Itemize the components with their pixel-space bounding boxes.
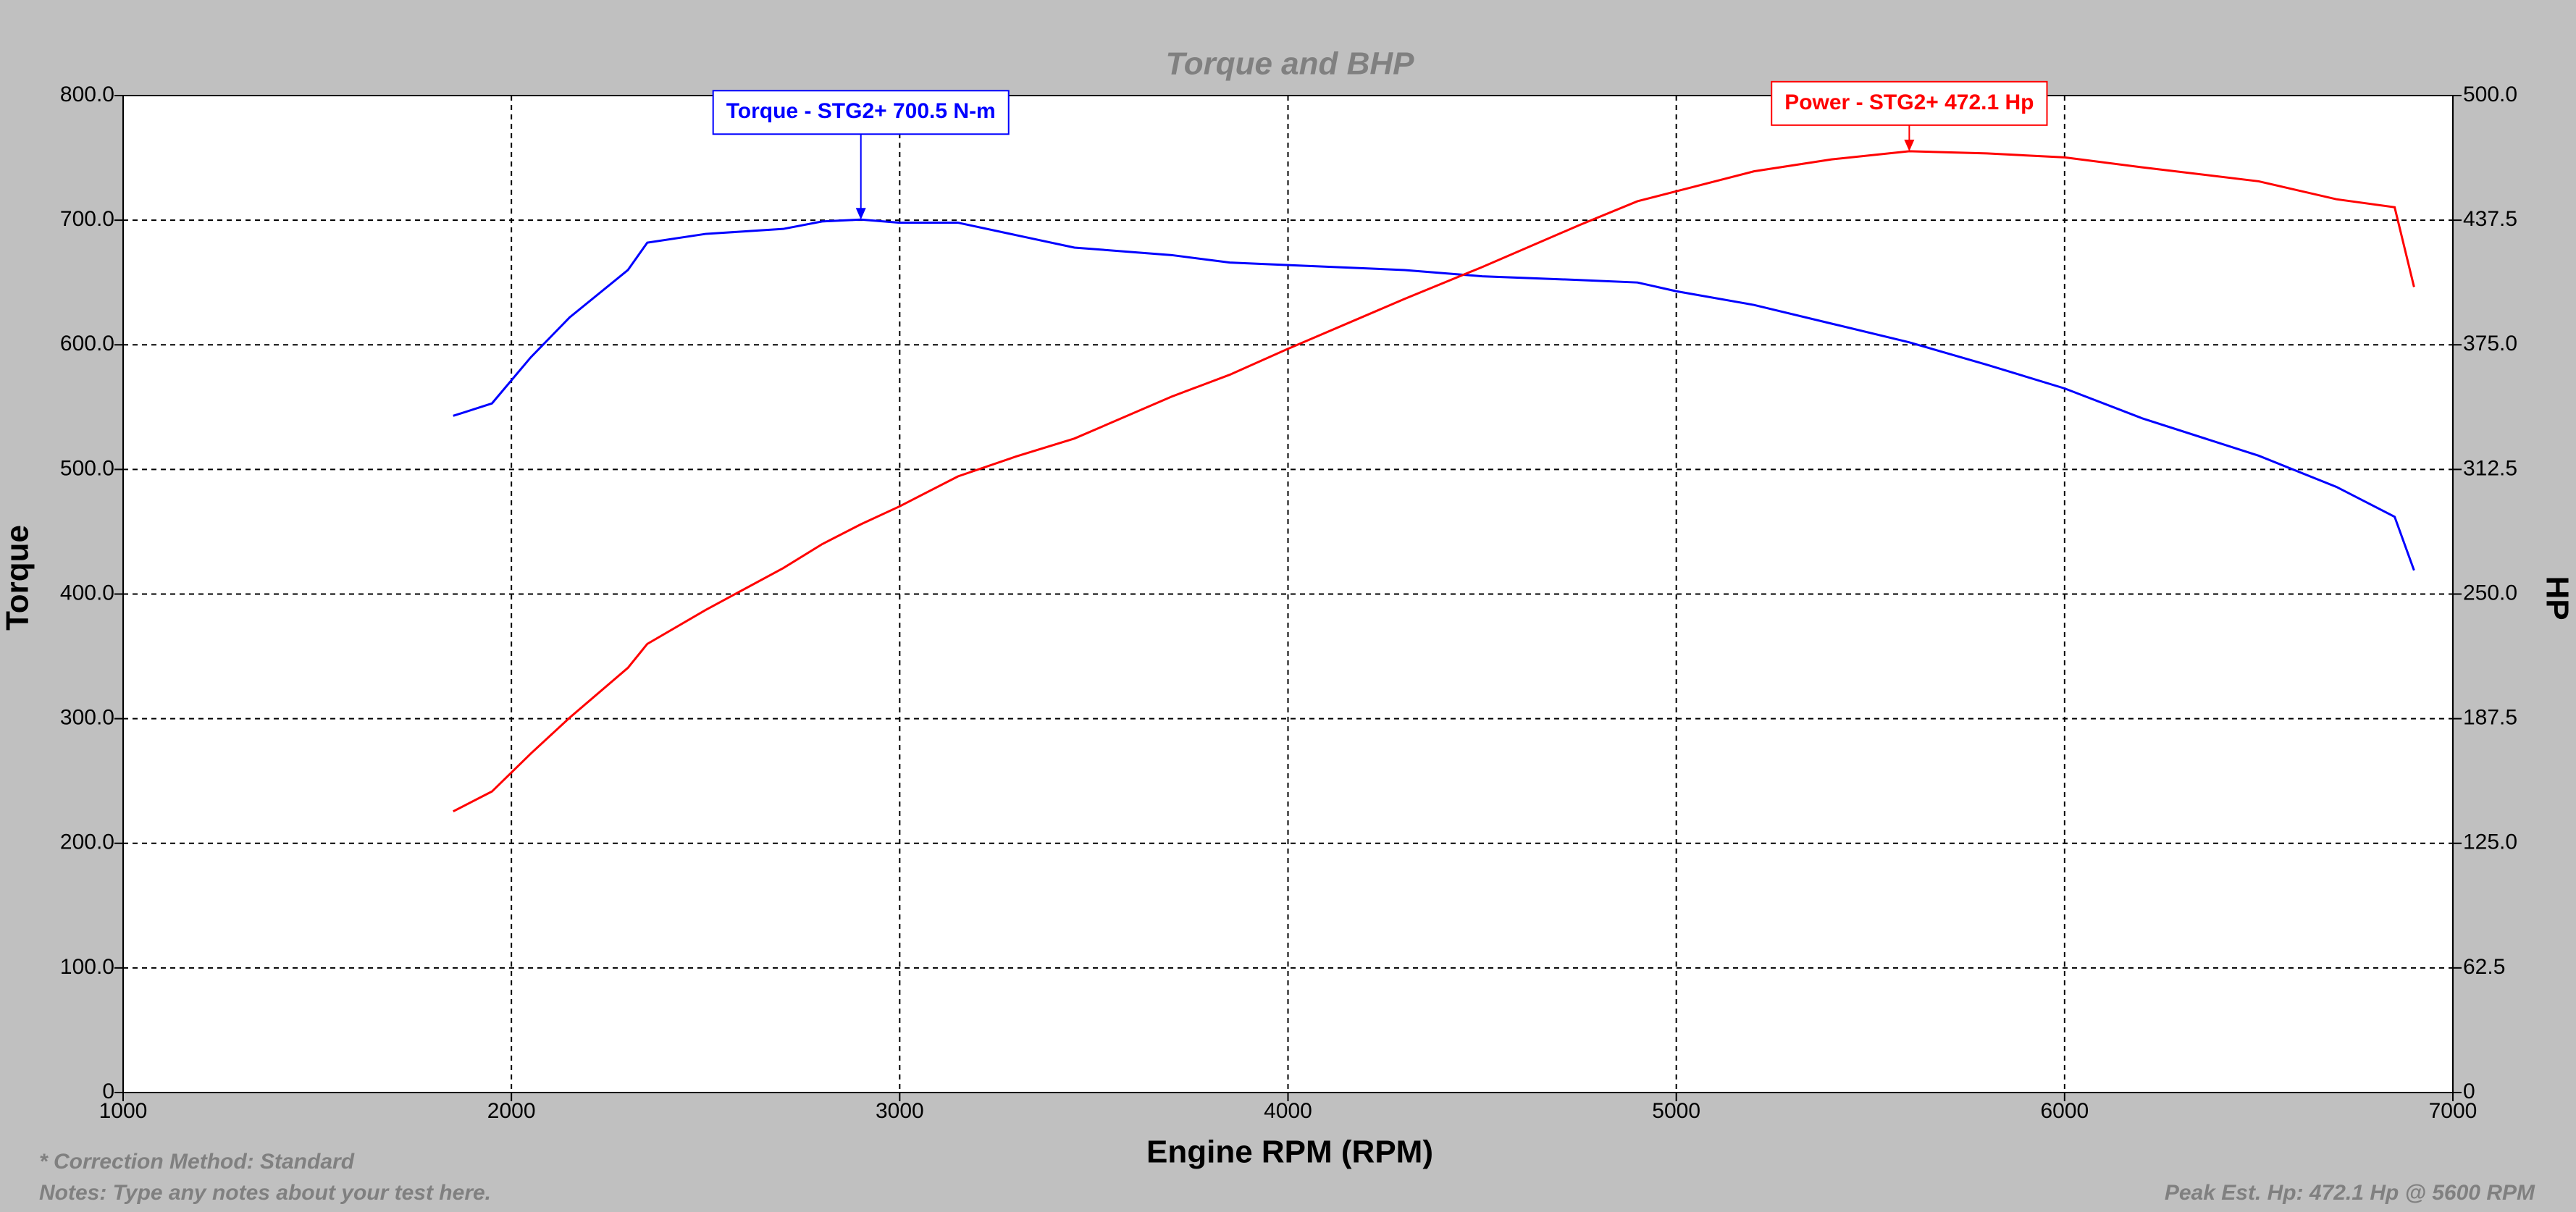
annotation-box [1771, 80, 2048, 126]
note: Notes: Type any notes about your test he… [39, 1181, 491, 1205]
chart-title: Torque and BHP [1165, 46, 1414, 82]
y-tick-label: 100.0 [60, 955, 114, 979]
annotation-box [712, 90, 1010, 135]
x-tick-label: 2000 [487, 1099, 536, 1123]
series-line [453, 150, 2415, 813]
annotation-text: Torque - STG2+ 700.5 N-m [726, 99, 996, 123]
y-tick-label: 200.0 [60, 830, 114, 854]
y2-tick-label: 500.0 [2463, 83, 2517, 106]
y2-axis-label: HP [2539, 576, 2575, 620]
annotation-text: Power - STG2+ 472.1 Hp [1784, 91, 2034, 114]
x-tick-label: 5000 [1652, 1099, 1700, 1123]
y-tick-label: 600.0 [60, 332, 114, 355]
x-tick-label: 3000 [876, 1099, 924, 1123]
y-tick-label: 800.0 [60, 83, 114, 106]
y2-tick-label: 187.5 [2463, 706, 2517, 730]
footer-note: Peak Est. Hp: 472.1 Hp @ 5600 RPM [2165, 1181, 2535, 1205]
annotation-arrowhead [855, 208, 866, 220]
y-axis-label: Torque [0, 525, 35, 631]
y2-tick-label: 125.0 [2463, 830, 2517, 854]
x-axis-label: Engine RPM (RPM) [1146, 1135, 1433, 1170]
y2-tick-label: 312.5 [2463, 456, 2517, 480]
x-tick-label: 6000 [2040, 1099, 2089, 1123]
y-tick-label: 0 [102, 1080, 114, 1103]
y2-tick-label: 0 [2463, 1080, 2475, 1103]
y-tick-label: 400.0 [60, 581, 114, 605]
y-tick-label: 500.0 [60, 456, 114, 480]
series-line [453, 218, 2415, 571]
x-tick-label: 7000 [2429, 1099, 2478, 1123]
y-tick-label: 300.0 [60, 706, 114, 730]
y-tick-label: 700.0 [60, 207, 114, 231]
annotation: Power - STG2+ 472.1 Hp [1771, 80, 2048, 151]
y2-tick-label: 375.0 [2463, 332, 2517, 355]
annotation-arrowhead [1904, 139, 1915, 151]
x-tick-label: 4000 [1264, 1099, 1312, 1123]
y2-tick-label: 62.5 [2463, 955, 2505, 979]
plot-border [122, 95, 2454, 1093]
note: * Correction Method: Standard [39, 1150, 355, 1174]
x-tick-label: 1000 [99, 1099, 148, 1123]
y2-tick-label: 437.5 [2463, 207, 2517, 231]
y2-tick-label: 250.0 [2463, 581, 2517, 605]
annotation: Torque - STG2+ 700.5 N-m [712, 90, 1010, 220]
